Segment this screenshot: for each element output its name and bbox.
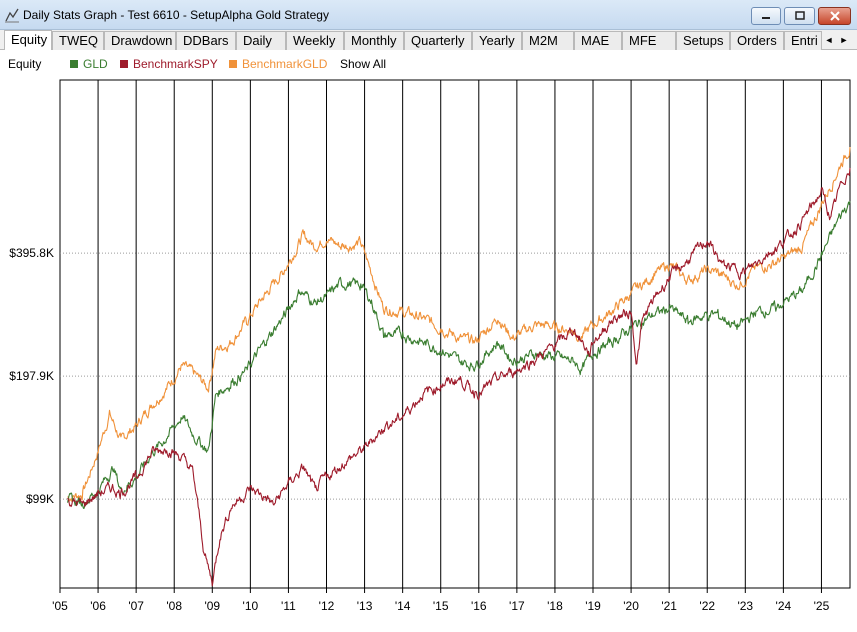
close-button[interactable] xyxy=(818,7,851,25)
x-tick-label: '25 xyxy=(814,599,830,613)
tab-setups[interactable]: Setups xyxy=(676,31,730,50)
legend-title: Equity xyxy=(8,57,42,71)
x-tick-label: '13 xyxy=(357,599,373,613)
y-tick-label: $99K xyxy=(26,492,54,506)
tab-ddbars[interactable]: DDBars xyxy=(176,31,236,50)
x-tick-label: '08 xyxy=(166,599,182,613)
legend-item-gld[interactable]: GLD xyxy=(70,57,108,71)
tab-orders[interactable]: Orders xyxy=(730,31,784,50)
tab-entries[interactable]: Entri xyxy=(784,31,822,50)
legend-label: BenchmarkGLD xyxy=(242,57,328,71)
tab-monthly[interactable]: Monthly xyxy=(344,31,404,50)
tab-m2m[interactable]: M2M xyxy=(522,31,574,50)
legend-item-benchmarkgld[interactable]: BenchmarkGLD xyxy=(229,57,327,71)
legend-swatch xyxy=(70,60,78,68)
series-line-gld xyxy=(67,201,851,509)
series-line-benchmarkgld xyxy=(67,146,851,502)
tab-daily[interactable]: Daily xyxy=(236,31,286,50)
x-tick-label: '18 xyxy=(547,599,563,613)
y-tick-label: $197.9K xyxy=(9,369,54,383)
close-icon xyxy=(829,11,840,21)
tab-yearly[interactable]: Yearly xyxy=(472,31,522,50)
equity-chart: $395.8K $197.9K $99K '05 '06 '07 '08 '09 '10 '11… xyxy=(9,79,851,613)
x-tick-label: '20 xyxy=(623,599,639,613)
x-tick-label: '09 xyxy=(204,599,220,613)
x-tick-label: '22 xyxy=(699,599,715,613)
legend-item-benchmarkspy[interactable]: BenchmarkSPY xyxy=(120,57,218,71)
legend-label: BenchmarkSPY xyxy=(133,57,218,71)
tab-mfe[interactable]: MFE xyxy=(622,31,676,50)
x-tick-label: '19 xyxy=(585,599,601,613)
x-tick-label: '12 xyxy=(319,599,335,613)
legend-label: GLD xyxy=(83,57,108,71)
x-tick-label: '10 xyxy=(243,599,259,613)
tab-quarterly[interactable]: Quarterly xyxy=(404,31,472,50)
show-all-link[interactable]: Show All xyxy=(340,57,387,71)
x-tick-label: '24 xyxy=(776,599,792,613)
x-tick-label: '16 xyxy=(471,599,487,613)
plot-area xyxy=(59,79,851,589)
maximize-icon xyxy=(794,11,805,20)
y-tick-label: $395.8K xyxy=(9,246,54,260)
x-tick-label: '15 xyxy=(433,599,449,613)
chart-app-icon xyxy=(4,7,20,23)
x-tick-label: '11 xyxy=(281,599,296,613)
tab-scroll-right-icon[interactable]: ► xyxy=(839,35,849,45)
tab-mae[interactable]: MAE xyxy=(574,31,622,50)
maximize-button[interactable] xyxy=(784,7,815,25)
tab-strip: Equity TWEQ Drawdown DDBars Daily Weekly… xyxy=(0,30,857,50)
x-tick-label: '07 xyxy=(128,599,144,613)
minimize-button[interactable] xyxy=(751,7,781,25)
x-tick-label: '17 xyxy=(509,599,525,613)
title-bar: Daily Stats Graph - Test 6610 - SetupAlp… xyxy=(0,0,857,30)
minimize-icon xyxy=(762,17,770,19)
x-tick-label: '06 xyxy=(90,599,106,613)
tab-weekly[interactable]: Weekly xyxy=(286,31,344,50)
x-tick-label: '23 xyxy=(737,599,753,613)
window-title: Daily Stats Graph - Test 6610 - SetupAlp… xyxy=(23,8,329,22)
x-tick-label: '14 xyxy=(395,599,411,613)
tab-scroll-left-icon[interactable]: ◄ xyxy=(824,35,834,45)
tab-tweq[interactable]: TWEQ xyxy=(52,31,104,50)
legend-swatch xyxy=(229,60,237,68)
legend-swatch xyxy=(120,60,128,68)
series-line-benchmarkspy xyxy=(67,167,851,587)
tab-drawdown[interactable]: Drawdown xyxy=(104,31,176,50)
tab-equity[interactable]: Equity xyxy=(4,30,52,50)
x-tick-label: '05 xyxy=(52,599,68,613)
x-tick-label: '21 xyxy=(661,599,677,613)
